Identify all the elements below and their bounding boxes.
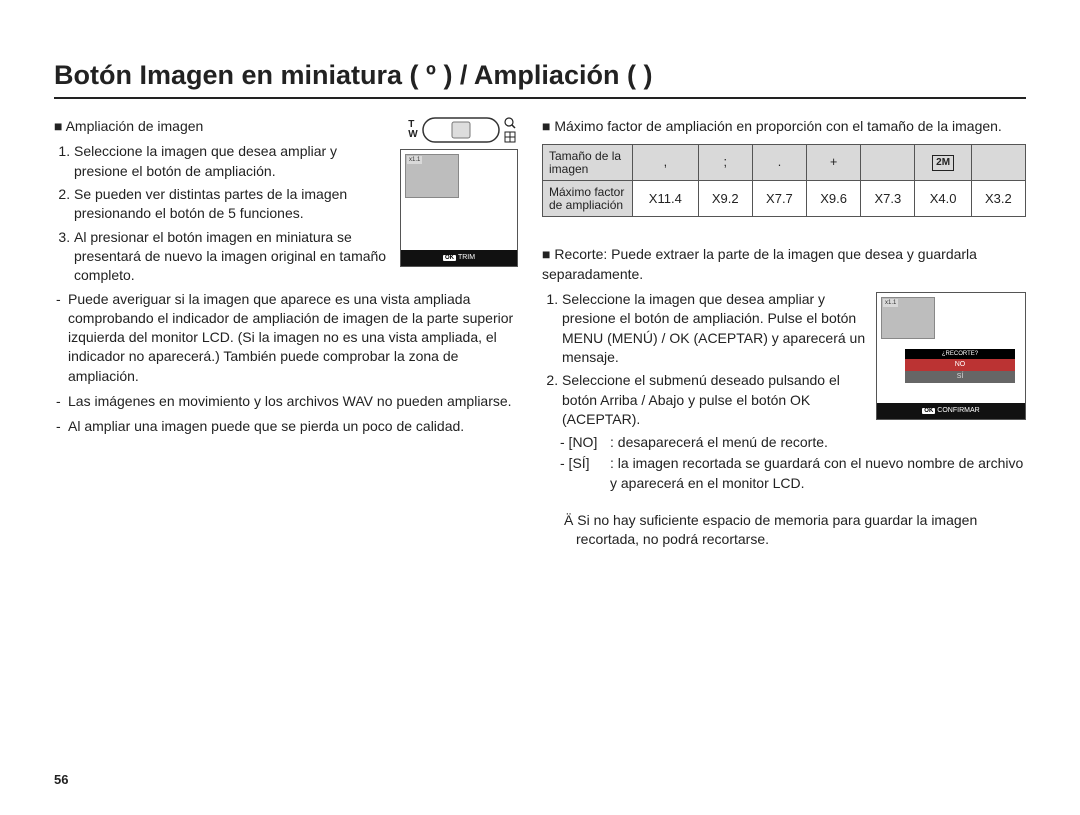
page-number: 56 (54, 772, 68, 787)
right-column: ■ Máximo factor de ampliación en proporc… (542, 117, 1026, 550)
zoom-factor-label: ■ Máximo factor de ampliación en proporc… (542, 117, 1026, 136)
thumbnail-icon: º (426, 60, 436, 90)
lcd-preview: x1.1 OKTRIM (400, 149, 518, 267)
factor-2: X7.7 (752, 181, 806, 217)
trim-dialog: ¿RECORTE? NO SÍ (905, 349, 1015, 383)
trim-label: TRIM (458, 254, 475, 261)
note-3: Al ampliar una imagen puede que se pierd… (68, 417, 524, 436)
zoom-factor-table: Tamaño de la imagen , ; . + 2M Máximo fa… (542, 144, 1026, 217)
def-si: - [SÍ] : la imagen recortada se guardará… (560, 454, 1026, 493)
zoom-illustration: T W (400, 117, 524, 267)
zoom-tag: x1.1 (407, 156, 422, 164)
grid-icon (504, 131, 516, 143)
note-2: Las imágenes en movimiento y los archivo… (68, 392, 524, 411)
size-cell-3: + (807, 145, 861, 181)
left-column: T W (54, 117, 524, 550)
page-title: Botón Imagen en miniatura ( º ) / Amplia… (54, 60, 1026, 99)
factor-6: X3.2 (971, 181, 1025, 217)
factor-1: X9.2 (698, 181, 752, 217)
rocker-w-label: W (408, 130, 417, 140)
size-cell-6 (971, 145, 1025, 181)
factor-3: X9.6 (807, 181, 861, 217)
rocker-button-icon (422, 117, 500, 143)
trim-label: ■ Recorte: Puede extraer la parte de la … (542, 245, 1026, 284)
row1-label: Tamaño de la imagen (543, 145, 633, 181)
left-notes: Puede averiguar si la imagen que aparece… (54, 290, 524, 437)
lcd-trim-preview: x1.1 ¿RECORTE? NO SÍ OKCONFIRMAR (876, 292, 1026, 420)
size-cell-0: , (633, 145, 699, 181)
zoom-tag-2: x1.1 (883, 299, 898, 307)
size-cell-2: . (752, 145, 806, 181)
manual-page: Botón Imagen en miniatura ( º ) / Amplia… (0, 0, 1080, 815)
row2-label: Máximo factor de ampliación (543, 181, 633, 217)
badge-2m: 2M (932, 155, 954, 171)
title-part3: ) (643, 60, 652, 90)
memory-note: Ä Si no hay suficiente espacio de memori… (552, 511, 1026, 550)
title-part2: ) / Ampliación ( (443, 60, 636, 90)
ok-badge: OK (443, 255, 456, 261)
factor-4: X7.3 (861, 181, 915, 217)
magnify-icon (504, 117, 516, 129)
confirm-label: CONFIRMAR (937, 407, 979, 414)
factor-0: X11.4 (633, 181, 699, 217)
size-cell-4 (861, 145, 915, 181)
ok-badge-2: OK (922, 408, 935, 414)
dialog-opt-si: SÍ (905, 371, 1015, 383)
factor-5: X4.0 (915, 181, 971, 217)
note-1: Puede averiguar si la imagen que aparece… (68, 290, 524, 387)
dialog-opt-no: NO (905, 359, 1015, 371)
dialog-title: ¿RECORTE? (905, 349, 1015, 359)
size-cell-5: 2M (915, 145, 971, 181)
title-part1: Botón Imagen en miniatura ( (54, 60, 419, 90)
def-no: - [NO] : desaparecerá el menú de recorte… (560, 433, 1026, 452)
size-cell-1: ; (698, 145, 752, 181)
